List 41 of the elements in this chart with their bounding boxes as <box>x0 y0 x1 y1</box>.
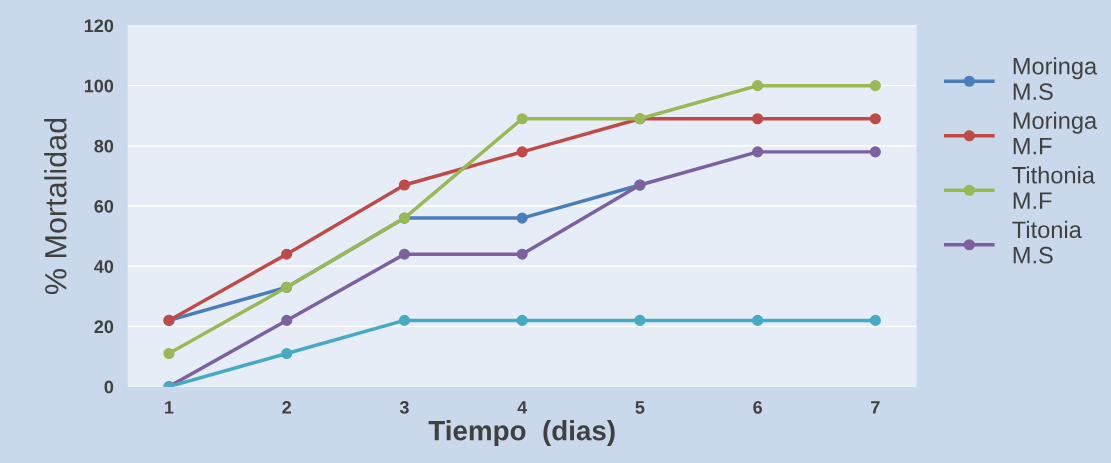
point <box>281 314 293 326</box>
point <box>752 146 764 158</box>
point <box>398 314 410 326</box>
legend-label: Tithonia M.F <box>1012 166 1095 209</box>
y-tick-label: 100 <box>84 79 114 93</box>
x-tick-label: 7 <box>871 401 880 414</box>
point <box>516 248 528 260</box>
point <box>516 212 528 224</box>
point <box>163 347 175 360</box>
legend-label: Moringa M.S <box>1013 57 1098 100</box>
point <box>752 113 764 125</box>
y-tick-label: 20 <box>94 320 114 334</box>
x-tick-label: 5 <box>635 401 645 414</box>
y-tick-label: 80 <box>94 139 114 153</box>
legend-label: Moringa M.F <box>1013 111 1098 155</box>
point <box>869 113 881 125</box>
point <box>516 113 528 125</box>
point <box>398 248 410 260</box>
point <box>516 146 528 158</box>
y-tick-label: 60 <box>94 199 114 213</box>
legend-label: Titonia M.S <box>1012 220 1082 264</box>
point <box>752 314 764 326</box>
y-tick-label: 0 <box>104 380 114 394</box>
point <box>281 248 293 260</box>
point <box>869 314 881 326</box>
x-tick-label: 6 <box>753 400 762 414</box>
x-axis-title: Tiempo (dias) <box>428 420 615 446</box>
point <box>869 80 881 92</box>
point <box>281 347 293 360</box>
point <box>398 179 410 191</box>
point <box>869 146 881 158</box>
point <box>752 80 764 92</box>
x-tick-label: 4 <box>517 401 528 414</box>
x-tick-label: 2 <box>282 400 291 414</box>
y-tick-label: 120 <box>84 19 114 33</box>
point <box>516 314 528 326</box>
x-tick-label: 3 <box>399 400 409 414</box>
y-axis-title: % Mortalidad <box>44 118 67 295</box>
point <box>634 314 646 326</box>
x-tick-label: 1 <box>165 401 174 414</box>
y-tick-label: 40 <box>94 260 114 273</box>
